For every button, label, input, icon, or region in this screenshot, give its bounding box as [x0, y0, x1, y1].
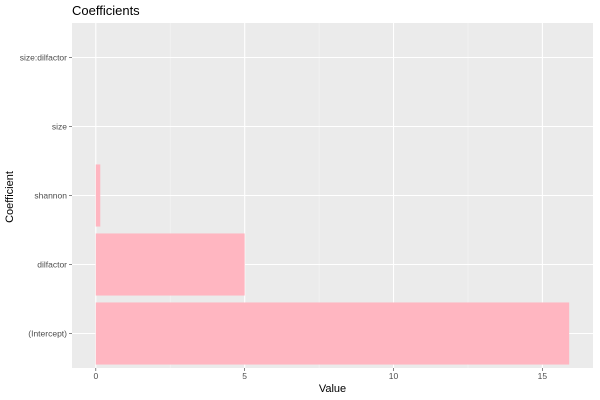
y-tick-label: size:dilfactor — [20, 53, 67, 63]
y-axis: (Intercept) dilfactor shannon size size:dilf… — [20, 53, 72, 339]
y-tick-label: shannon — [34, 191, 67, 201]
x-tick-label: 10 — [389, 371, 399, 381]
bar-shannon — [95, 164, 101, 227]
y-tick-label: size — [52, 122, 67, 132]
x-tick-label: 15 — [538, 371, 548, 381]
bar-intercept — [95, 302, 570, 365]
x-tick-label: 0 — [93, 371, 98, 381]
x-axis-title: Value — [319, 383, 346, 395]
x-axis: 0 5 10 15 — [93, 368, 547, 381]
bar-dilfactor — [95, 233, 245, 296]
x-tick-label: 5 — [242, 371, 247, 381]
y-axis-title: Coefficient — [4, 171, 16, 223]
y-tick-label: dilfactor — [37, 260, 67, 270]
y-tick-label: (Intercept) — [28, 329, 67, 339]
chart-title: Coefficients — [72, 3, 140, 18]
bars — [95, 164, 570, 365]
